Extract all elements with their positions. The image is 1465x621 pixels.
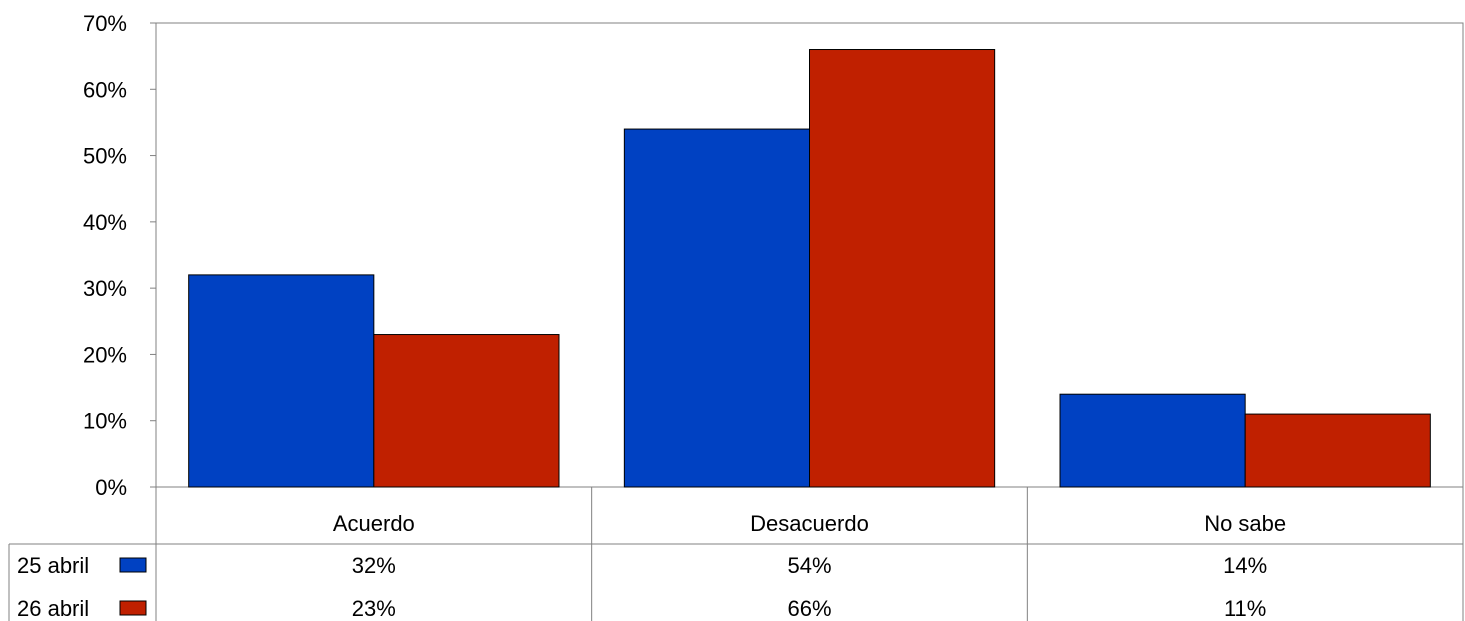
y-tick-label: 60% [83, 77, 127, 102]
legend-label: 25 abril [17, 553, 89, 578]
table-cell-value: 14% [1223, 553, 1267, 578]
legend-label: 26 abril [17, 596, 89, 621]
y-tick-label: 40% [83, 210, 127, 235]
table-cell-value: 11% [1224, 596, 1266, 621]
legend-swatch [119, 600, 147, 616]
table-cell-value: 23% [352, 596, 396, 621]
bar-series1-0 [188, 274, 375, 488]
bar-series2-2 [1244, 413, 1431, 488]
y-axis: 0% 10% 20% 30% 40% 50% 60% 70% [83, 11, 156, 500]
y-tick-label: 50% [83, 144, 127, 169]
table-cell-value: 54% [787, 553, 831, 578]
category-label: Desacuerdo [750, 511, 869, 536]
category-label: Acuerdo [333, 511, 415, 536]
bars [188, 49, 1431, 488]
y-tick-label: 10% [83, 409, 127, 434]
y-tick-label: 0% [95, 475, 127, 500]
table-cell-value: 66% [787, 596, 831, 621]
bar-series2-0 [373, 334, 560, 488]
data-table: Acuerdo Desacuerdo No sabe 25 abril 32% 54% 14… [8, 487, 1464, 621]
y-tick-label: 20% [83, 342, 127, 367]
bar-series2-1 [809, 49, 996, 488]
legend-swatch [119, 557, 147, 573]
bar-series1-2 [1059, 393, 1246, 488]
y-tick-label: 70% [83, 11, 127, 36]
y-tick-label: 30% [83, 276, 127, 301]
table-cell-value: 32% [352, 553, 396, 578]
bar-series1-1 [623, 128, 811, 488]
category-label: No sabe [1204, 511, 1286, 536]
